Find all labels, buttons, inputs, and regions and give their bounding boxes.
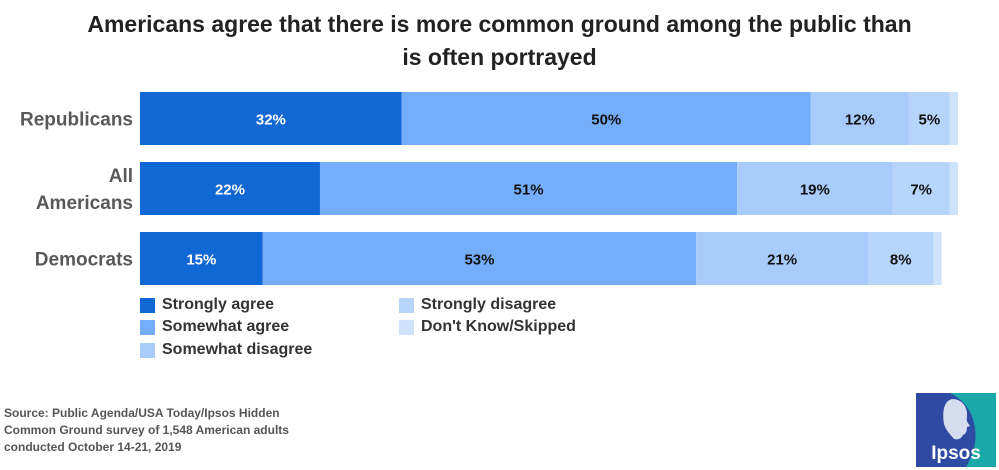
bar-republicans-don-t-know-skipped [949, 92, 958, 145]
legend-swatch-dont-know [399, 319, 414, 335]
category-label-republicans: Republicans [20, 110, 133, 131]
legend-swatch-somewhat-disagree [140, 342, 155, 358]
logo-background-teal [950, 393, 996, 467]
data-label-all-americans-strongly-disagree: 7% [910, 182, 932, 199]
stacked-bar-chart: Republicans 32% 50% 12% 5% All Americans 22% 51%… [20, 92, 958, 285]
category-label-all-americans-line-1: All [109, 166, 133, 187]
legend-label-somewhat-agree: Somewhat agree [162, 318, 290, 335]
chart-title-line-2: is often portrayed [402, 44, 597, 70]
legend-swatch-somewhat-agree [140, 319, 155, 335]
bar-republicans-strongly-disagree [908, 92, 950, 145]
source-line-2: Common Ground survey of 1,548 American a… [4, 423, 289, 437]
legend-item-dont-know: Don't Know/Skipped [399, 318, 576, 336]
legend-item-strongly-agree: Strongly agree [140, 296, 274, 314]
legend-item-somewhat-agree: Somewhat agree [140, 318, 289, 336]
logo-wordmark: Ipsos [931, 443, 981, 464]
data-label-democrats-somewhat-agree: 53% [464, 252, 494, 269]
bar-republicans-somewhat-agree [401, 92, 811, 145]
bar-all-americans-strongly-disagree [892, 162, 950, 215]
data-label-all-americans-strongly-agree: 22% [215, 182, 245, 199]
data-label-democrats-strongly-disagree: 8% [890, 252, 912, 269]
bar-democrats-don-t-know-skipped [933, 232, 942, 285]
legend-item-somewhat-disagree: Somewhat disagree [140, 341, 312, 359]
bar-democrats-strongly-disagree [868, 232, 934, 285]
legend-swatch-strongly-disagree [399, 297, 414, 313]
data-label-democrats-somewhat-disagree: 21% [767, 252, 797, 269]
bar-republicans-somewhat-disagree [810, 92, 909, 145]
data-label-republicans-strongly-agree: 32% [256, 112, 286, 129]
bar-all-americans-don-t-know-skipped [949, 162, 958, 215]
logo-face-silhouette [943, 399, 970, 440]
data-label-democrats-strongly-agree: 15% [186, 252, 216, 269]
bar-democrats-strongly-agree [140, 232, 263, 285]
bar-democrats-somewhat-disagree [696, 232, 869, 285]
source-note: Source: Public Agenda/USA Today/Ipsos Hi… [4, 405, 364, 456]
data-label-republicans-somewhat-agree: 50% [591, 112, 621, 129]
category-label-democrats: Democrats [35, 250, 133, 271]
bar-democrats-somewhat-agree [262, 232, 697, 285]
chart-title-line-1: Americans agree that there is more commo… [87, 11, 912, 37]
source-line-3: conducted October 14-21, 2019 [4, 440, 182, 454]
bar-all-americans-somewhat-agree [319, 162, 738, 215]
data-label-republicans-strongly-disagree: 5% [919, 112, 941, 129]
ipsos-logo: Ipsos [916, 393, 996, 467]
category-label-all-americans-line-2: Americans [36, 193, 133, 214]
bar-all-americans-somewhat-disagree [737, 162, 893, 215]
source-line-1: Source: Public Agenda/USA Today/Ipsos Hi… [4, 406, 280, 420]
legend-label-strongly-agree: Strongly agree [162, 296, 275, 313]
bar-all-americans-strongly-agree [140, 162, 320, 215]
chart-legend: Strongly agree Somewhat agree Somewhat d… [140, 296, 660, 366]
data-label-all-americans-somewhat-agree: 51% [514, 182, 544, 199]
data-label-all-americans-somewhat-disagree: 19% [800, 182, 830, 199]
legend-label-strongly-disagree: Strongly disagree [421, 296, 557, 313]
chart-title: Americans agree that there is more commo… [0, 8, 999, 74]
bar-republicans-strongly-agree [140, 92, 402, 145]
legend-swatch-strongly-agree [140, 297, 155, 313]
legend-item-strongly-disagree: Strongly disagree [399, 296, 556, 314]
legend-label-dont-know: Don't Know/Skipped [421, 318, 576, 335]
data-label-republicans-somewhat-disagree: 12% [845, 112, 875, 129]
legend-label-somewhat-disagree: Somewhat disagree [162, 341, 313, 358]
